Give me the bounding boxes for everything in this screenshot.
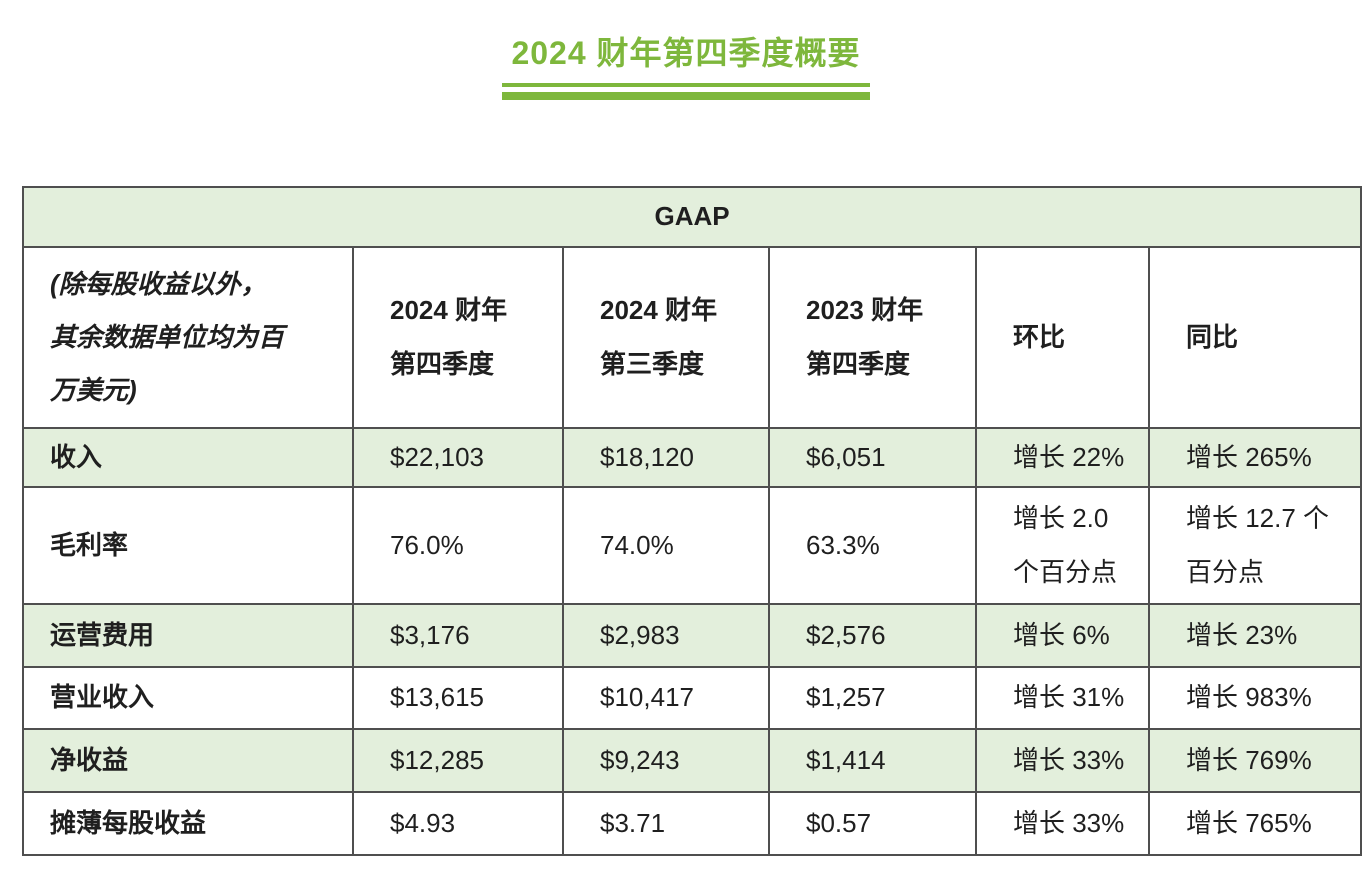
title-underline-thick-rule <box>502 92 870 100</box>
cell-opex-yoy: 增长 23% <box>1147 603 1363 668</box>
cell-netinc-yoy: 增长 769% <box>1147 728 1363 793</box>
title-underline <box>502 83 870 100</box>
column-header-q3-fy2024: 2024 财年 第三季度 <box>562 246 770 429</box>
cell-netinc-q4fy23: $1,414 <box>768 728 977 793</box>
row-label-operating-income: 营业收入 <box>22 666 354 730</box>
cell-netinc-qoq: 增长 33% <box>975 728 1150 793</box>
cell-opex-q4fy23: $2,576 <box>768 603 977 668</box>
row-label-diluted-eps: 摊薄每股收益 <box>22 791 354 856</box>
table-row-operating-expenses: 运营费用 $3,176 $2,983 $2,576 增长 6% 增长 23% <box>22 603 1363 668</box>
cell-eps-yoy: 增长 765% <box>1147 791 1363 856</box>
cell-revenue-qoq: 增长 22% <box>975 427 1150 488</box>
table-row-revenue: 收入 $22,103 $18,120 $6,051 增长 22% 增长 265% <box>22 427 1363 488</box>
column-header-q4-fy2024: 2024 财年 第四季度 <box>352 246 564 429</box>
cell-revenue-q3fy24: $18,120 <box>562 427 770 488</box>
cell-eps-q4fy24: $4.93 <box>352 791 564 856</box>
row-label-revenue: 收入 <box>22 427 354 488</box>
cell-gross-margin-yoy: 增长 12.7 个 百分点 <box>1147 486 1363 605</box>
cell-revenue-yoy: 增长 265% <box>1147 427 1363 488</box>
page-title: 2024 财年第四季度概要 <box>511 35 861 71</box>
column-header-q4-fy2023: 2023 财年 第四季度 <box>768 246 977 429</box>
cell-gross-margin-qoq: 增长 2.0 个百分点 <box>975 486 1150 605</box>
financial-summary-table: GAAP (除每股收益以外， 其余数据单位均为百 万美元) 2024 财年 第四… <box>21 186 1363 856</box>
cell-opinc-q3fy24: $10,417 <box>562 666 770 730</box>
group-header-row: GAAP <box>21 186 1363 248</box>
cell-opinc-q4fy23: $1,257 <box>768 666 977 730</box>
table-row-net-income: 净收益 $12,285 $9,243 $1,414 增长 33% 增长 769% <box>22 728 1363 793</box>
page-header: 2024 财年第四季度概要 <box>0 0 1372 100</box>
cell-opinc-yoy: 增长 983% <box>1147 666 1363 730</box>
group-header-gaap: GAAP <box>21 186 1363 248</box>
cell-netinc-q4fy24: $12,285 <box>352 728 564 793</box>
column-header-units-note: (除每股收益以外， 其余数据单位均为百 万美元) <box>22 246 354 429</box>
cell-gross-margin-q4fy24: 76.0% <box>352 486 564 605</box>
cell-opinc-qoq: 增长 31% <box>975 666 1150 730</box>
column-header-qoq: 环比 <box>975 246 1150 429</box>
cell-netinc-q3fy24: $9,243 <box>562 728 770 793</box>
cell-opinc-q4fy24: $13,615 <box>352 666 564 730</box>
row-label-net-income: 净收益 <box>22 728 354 793</box>
cell-opex-q3fy24: $2,983 <box>562 603 770 668</box>
table-row-diluted-eps: 摊薄每股收益 $4.93 $3.71 $0.57 增长 33% 增长 765% <box>22 791 1363 856</box>
row-label-operating-expenses: 运营费用 <box>22 603 354 668</box>
title-underline-thin-rule <box>502 83 870 87</box>
cell-revenue-q4fy23: $6,051 <box>768 427 977 488</box>
cell-gross-margin-q3fy24: 74.0% <box>562 486 770 605</box>
column-header-yoy: 同比 <box>1147 246 1363 429</box>
cell-eps-qoq: 增长 33% <box>975 791 1150 856</box>
table-row-operating-income: 营业收入 $13,615 $10,417 $1,257 增长 31% 增长 98… <box>22 666 1363 730</box>
cell-eps-q4fy23: $0.57 <box>768 791 977 856</box>
cell-opex-qoq: 增长 6% <box>975 603 1150 668</box>
cell-eps-q3fy24: $3.71 <box>562 791 770 856</box>
cell-gross-margin-q4fy23: 63.3% <box>768 486 977 605</box>
table-row-gross-margin: 毛利率 76.0% 74.0% 63.3% 增长 2.0 个百分点 增长 12.… <box>22 486 1363 605</box>
column-header-row: (除每股收益以外， 其余数据单位均为百 万美元) 2024 财年 第四季度 20… <box>22 246 1363 429</box>
cell-opex-q4fy24: $3,176 <box>352 603 564 668</box>
cell-revenue-q4fy24: $22,103 <box>352 427 564 488</box>
row-label-gross-margin: 毛利率 <box>22 486 354 605</box>
